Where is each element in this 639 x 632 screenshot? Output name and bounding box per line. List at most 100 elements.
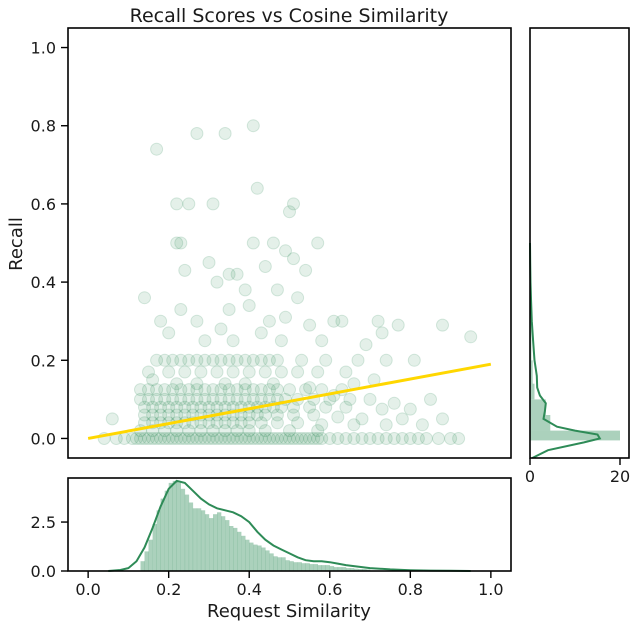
scatter-point <box>178 263 192 277</box>
scatter-point <box>202 400 216 414</box>
scatter-point <box>270 283 284 297</box>
scatter-point <box>419 432 433 445</box>
scatter-point <box>403 432 417 445</box>
scatter-point <box>182 353 196 367</box>
scatter-point <box>178 400 192 414</box>
scatter-point <box>170 236 184 250</box>
scatter-point <box>238 432 252 445</box>
scatter-point <box>339 400 353 414</box>
scatter-point <box>379 353 393 367</box>
scatter-point <box>170 197 184 211</box>
scatter-point <box>198 432 212 445</box>
x-histogram-bar <box>192 508 198 571</box>
scatter-point <box>158 392 172 406</box>
scatter-point <box>190 383 204 397</box>
scatter-point <box>238 353 252 367</box>
scatter-point <box>274 334 288 348</box>
scatter-point <box>238 377 252 391</box>
scatter-point <box>222 353 236 367</box>
scatter-point <box>323 432 337 445</box>
scatter-point <box>242 432 256 445</box>
scatter-point <box>142 365 155 379</box>
scatter-point <box>162 432 176 445</box>
scatter-point <box>174 303 188 316</box>
scatter-point <box>363 392 377 406</box>
bottom-y-tick-label: 0.0 <box>31 562 56 581</box>
scatter-point <box>274 365 288 379</box>
scatter-point <box>146 432 160 445</box>
right-marginal-panel: 0 20 <box>525 27 630 486</box>
scatter-point <box>242 416 256 430</box>
scatter-point <box>182 432 196 445</box>
x-histogram-bar <box>265 550 270 571</box>
scatter-point <box>411 432 425 445</box>
x-histogram-bar <box>269 553 274 571</box>
scatter-point <box>206 392 220 406</box>
scatter-point <box>452 432 466 445</box>
scatter-point <box>222 303 236 316</box>
scatter-point <box>210 365 224 379</box>
scatter-point <box>174 432 188 445</box>
scatter-point <box>190 392 204 406</box>
x-histogram-bar <box>261 547 266 571</box>
x-tick-label: 0.6 <box>317 580 342 599</box>
scatter-point <box>391 318 405 332</box>
scatter-point <box>299 432 313 445</box>
scatter-point <box>283 205 296 219</box>
scatter-point <box>150 392 164 406</box>
scatter-point <box>299 263 313 277</box>
scatter-point <box>246 432 260 445</box>
scatter-point <box>250 181 264 195</box>
scatter-point <box>146 408 160 422</box>
scatter-point <box>371 432 385 445</box>
scatter-point <box>283 432 296 445</box>
scatter-point <box>242 299 256 312</box>
scatter-point <box>246 353 260 367</box>
scatter-point <box>287 252 300 266</box>
scatter-point <box>186 432 200 445</box>
scatter-point <box>138 291 151 305</box>
scatter-point <box>182 392 196 406</box>
scatter-point <box>387 432 401 445</box>
x-axis-label: Request Similarity <box>207 601 371 622</box>
scatter-point <box>262 383 276 397</box>
x-histogram-bar <box>204 514 210 571</box>
scatter-point <box>174 236 188 250</box>
scatter-point <box>174 353 188 367</box>
scatter-point <box>138 408 151 422</box>
scatter-point <box>238 283 252 297</box>
scatter-frame <box>67 27 512 459</box>
x-histogram-bar <box>156 510 161 571</box>
scatter-point <box>379 432 393 445</box>
scatter-point <box>210 432 224 445</box>
scatter-point <box>154 314 168 328</box>
scatter-point <box>206 383 220 397</box>
scatter-point <box>262 353 276 367</box>
scatter-point <box>194 424 208 438</box>
x-histogram-bar <box>176 482 181 571</box>
scatter-point <box>202 256 216 269</box>
y-tick-label: 0.0 <box>31 429 56 448</box>
scatter-point <box>198 392 212 406</box>
x-histogram-bar <box>257 545 262 571</box>
scatter-point <box>230 392 244 406</box>
scatter-point <box>190 314 204 328</box>
scatter-point <box>444 432 458 445</box>
scatter-point <box>375 402 389 416</box>
scatter-point <box>327 314 341 328</box>
scatter-point <box>142 392 155 406</box>
scatter-point <box>262 314 276 328</box>
scatter-point <box>214 392 228 406</box>
x-histogram-bar <box>152 524 157 571</box>
scatter-point <box>170 424 184 438</box>
scatter-point <box>206 353 220 367</box>
scatter-point <box>162 400 176 414</box>
scatter-point <box>150 353 164 367</box>
scatter-point <box>395 412 409 426</box>
right-frame <box>529 27 630 459</box>
scatter-point <box>222 383 236 397</box>
scatter-panel: Recall Scores vs Cosine Similarity Recal… <box>6 5 512 459</box>
scatter-point <box>238 392 252 406</box>
x-histogram-bar <box>277 557 282 571</box>
scatter-point <box>194 400 208 414</box>
